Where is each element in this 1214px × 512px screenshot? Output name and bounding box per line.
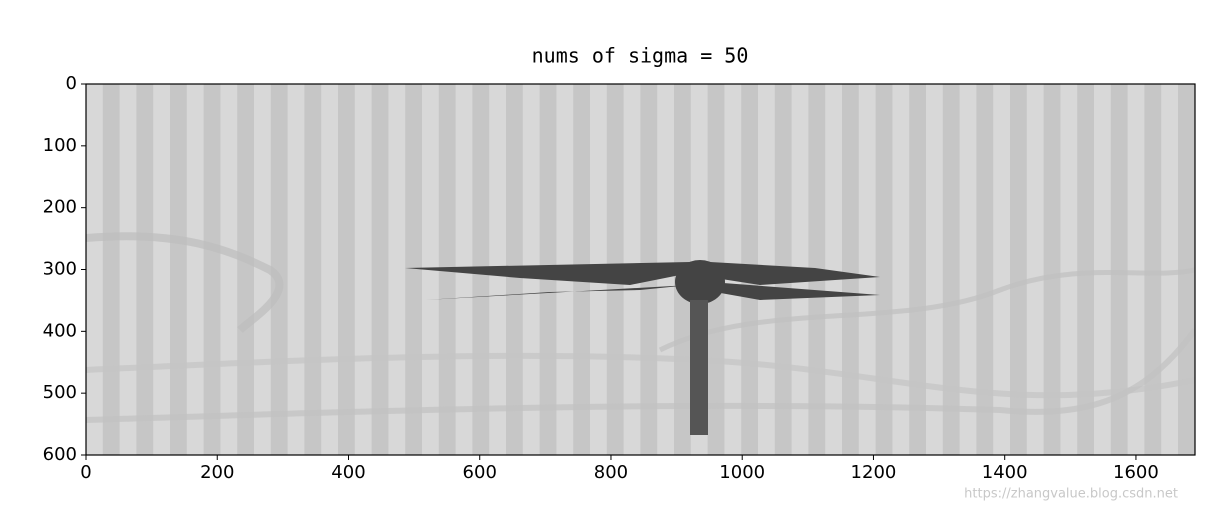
image-stripe [1043,84,1061,455]
y-tick-label: 100 [43,135,77,156]
image-stripe [1010,84,1028,455]
image-stripe [825,84,843,455]
image-stripe [136,84,154,455]
image-stripe [119,84,137,455]
y-tick-label: 0 [66,73,77,94]
thorax [675,260,725,304]
image-stripe [875,84,893,455]
y-tick-label: 300 [43,259,77,280]
image-stripe [304,84,322,455]
wing [425,285,690,300]
image-stripe [993,84,1011,455]
x-tick-label: 200 [200,462,234,483]
image-stripe [1077,84,1095,455]
image-stripe [926,84,944,455]
image-stripe [842,84,860,455]
watermark: https://zhangvalue.blog.csdn.net [964,487,1178,502]
y-tick-label: 600 [43,444,77,465]
image-stripe [942,84,961,455]
smoke [658,267,1195,353]
image-stripe [1026,84,1045,455]
image-stripe [959,84,977,455]
image-stripe [86,84,104,455]
smoke [86,232,284,333]
x-tick-label: 800 [594,462,628,483]
image-stripe [1060,84,1078,455]
image-stripe [909,84,927,455]
x-tick-label: 600 [463,462,497,483]
y-tick-label: 400 [43,320,77,341]
abdomen [690,300,708,435]
wing [405,262,690,285]
x-tick-label: 1400 [982,462,1028,483]
y-tick-label: 500 [43,382,77,403]
image-stripe [1094,84,1112,455]
image-stripe [354,84,373,455]
wing [710,282,880,300]
image-stripe [102,84,121,455]
image-stripe [220,84,238,455]
image-stripe [858,84,877,455]
image-stripe [371,84,389,455]
dragonfly [405,260,880,435]
image-stripe [203,84,221,455]
smoke [86,328,1195,423]
image-stripe [1161,84,1179,455]
image-stripe [170,84,188,455]
image-stripe [892,84,910,455]
image-stripe [287,84,305,455]
image-stripe [186,84,205,455]
image-stripe [388,84,406,455]
image-stripe [1144,84,1162,455]
image-stripe [1127,84,1145,455]
image-stripe [1110,84,1129,455]
image-stripe [321,84,339,455]
image-stripe [338,84,356,455]
image-stripe [153,84,171,455]
x-tick-label: 0 [80,462,91,483]
chart-title: nums of sigma = 50 [532,44,749,68]
image-stripe [237,84,255,455]
wing [710,262,880,285]
x-tick-label: 1600 [1113,462,1159,483]
x-tick-label: 400 [331,462,365,483]
image-content [86,232,1195,435]
image-stripe [405,84,423,455]
x-tick-label: 1000 [719,462,765,483]
y-tick-label: 200 [43,197,77,218]
image-stripe [1194,84,1195,455]
x-tick-label: 1200 [851,462,897,483]
image-stripe [976,84,994,455]
